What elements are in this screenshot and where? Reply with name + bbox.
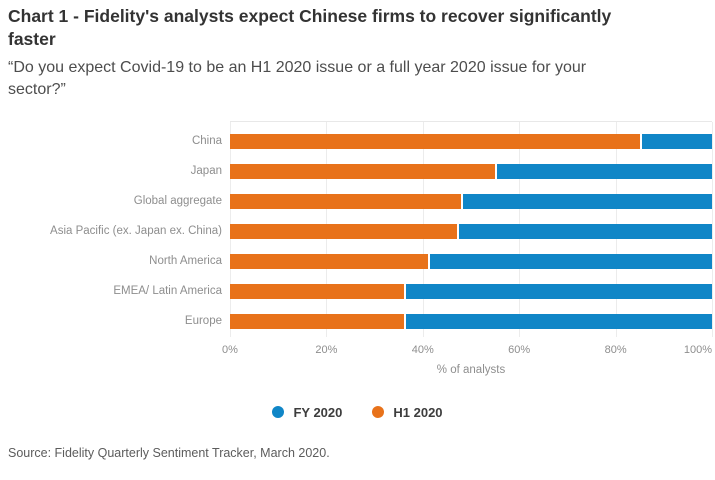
bar-row: EMEA/ Latin America	[0, 276, 715, 306]
chart-legend: FY 2020 H1 2020	[0, 403, 715, 421]
bar-segment-fy-2020	[458, 223, 712, 239]
bar-segment-h1-2020	[230, 193, 462, 209]
x-tick-label: 100%	[683, 344, 712, 356]
legend-dot-icon	[372, 406, 385, 418]
category-label: Japan	[190, 165, 222, 177]
bar-row: Japan	[0, 156, 715, 186]
bar-segment-h1-2020	[230, 253, 428, 269]
legend-label: H1 2020	[393, 404, 443, 420]
legend-item: H1 2020	[372, 404, 443, 420]
x-tick-label: 60%	[508, 344, 531, 356]
category-label: Asia Pacific (ex. Japan ex. China)	[50, 225, 222, 237]
x-tick-label: 20%	[315, 344, 338, 356]
category-label: China	[191, 135, 222, 147]
bar-track	[230, 193, 712, 209]
bar-segment-h1-2020	[230, 133, 640, 149]
category-label: Global aggregate	[133, 195, 222, 207]
bar-segment-fy-2020	[405, 313, 712, 329]
bar-row: Global aggregate	[0, 186, 715, 216]
bar-track	[230, 133, 712, 149]
bar-segment-fy-2020	[463, 193, 712, 209]
source-note: Source: Fidelity Quarterly Sentiment Tra…	[8, 446, 330, 460]
bar-track	[230, 313, 712, 329]
bar-row: Asia Pacific (ex. Japan ex. China)	[0, 216, 715, 246]
x-axis-title: % of analysts	[436, 364, 506, 376]
bar-segment-h1-2020	[230, 163, 496, 179]
bar-segment-fy-2020	[641, 133, 712, 149]
bar-track	[230, 253, 712, 269]
category-label: Europe	[184, 315, 222, 327]
legend-label: FY 2020	[293, 404, 343, 420]
bar-segment-h1-2020	[230, 283, 404, 299]
bar-segment-h1-2020	[230, 313, 404, 329]
bar-rows: China Japan Global aggregate Asia Pacific (…	[0, 120, 715, 336]
x-axis: 0% 20% 40% 60% 80% 100%	[222, 344, 712, 357]
bar-segment-fy-2020	[497, 163, 712, 179]
gridline-100%	[712, 122, 713, 337]
bar-row: China	[0, 126, 715, 156]
legend-dot-icon	[272, 406, 285, 418]
bar-segment-fy-2020	[405, 283, 712, 299]
bar-track	[230, 283, 712, 299]
chart-title: Chart 1 - Fidelity's analysts expect Chi…	[8, 6, 612, 49]
bar-track	[230, 163, 712, 179]
category-label: EMEA/ Latin America	[113, 285, 222, 297]
x-tick-label: 80%	[604, 344, 627, 356]
chart-subtitle: “Do you expect Covid-19 to be an H1 2020…	[8, 59, 587, 98]
bar-row: Europe	[0, 306, 715, 336]
stacked-bar-chart: China Japan Global aggregate Asia Pacific (…	[0, 120, 715, 376]
category-label: North America	[149, 255, 222, 267]
bar-segment-h1-2020	[230, 223, 457, 239]
bar-segment-fy-2020	[429, 253, 712, 269]
bar-row: North America	[0, 246, 715, 276]
x-tick-label: 40%	[411, 344, 434, 356]
bar-track	[230, 223, 712, 239]
x-tick-label: 0%	[222, 344, 238, 356]
legend-item: FY 2020	[272, 405, 342, 420]
